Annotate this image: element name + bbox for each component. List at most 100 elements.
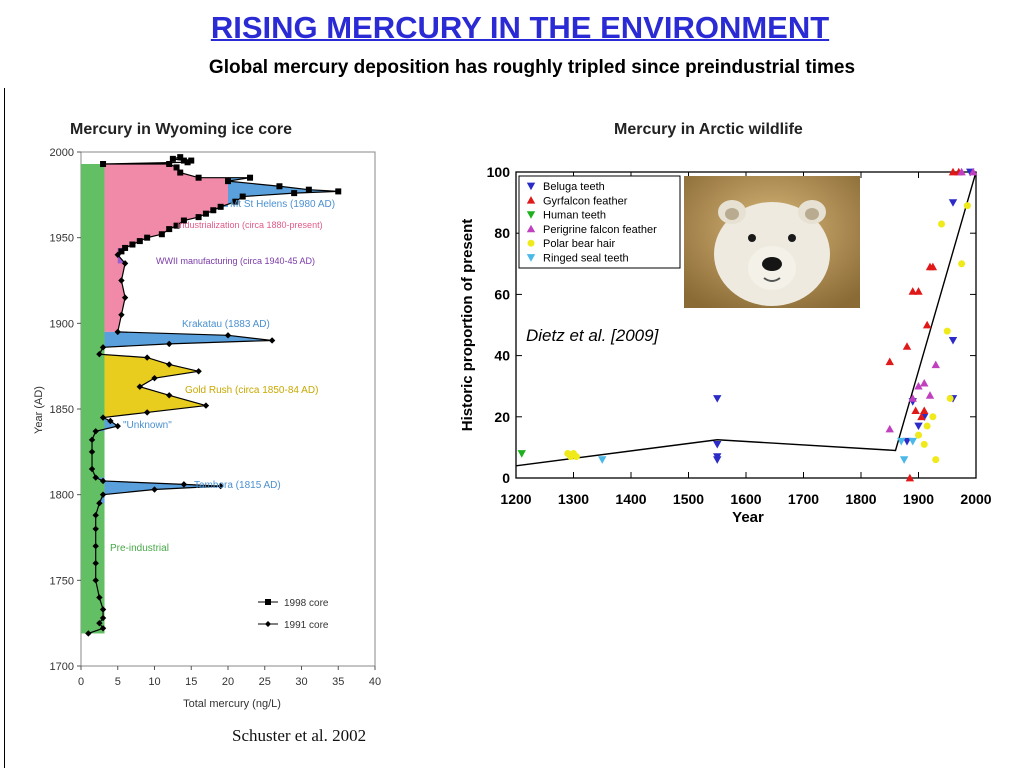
event-label: WWII manufacturing (circa 1940-45 AD) (156, 256, 315, 266)
unknown-area (95, 417, 118, 432)
ice-core-point-1991 (118, 277, 125, 284)
point-perigrine-falcon-feather (931, 360, 940, 369)
ice-core-point-1991 (92, 428, 99, 435)
point-human-teeth (517, 450, 526, 458)
legend-marker-1998 (265, 599, 271, 605)
ice-core-point-1991 (118, 311, 125, 318)
ice-core-point-1991 (92, 512, 99, 519)
event-label: "Unknown" (123, 420, 172, 431)
legend-label: Beluga teeth (543, 181, 605, 193)
point-perigrine-falcon-feather (885, 424, 894, 433)
ice-core-point-1991 (96, 619, 103, 627)
x-tick-label: 1800 (845, 491, 876, 507)
point-gyrfalcon-feather (948, 167, 958, 176)
x-tick-label: 1500 (673, 491, 704, 507)
arctic-trend-line (515, 171, 977, 467)
ice-core-point-1998 (166, 160, 173, 167)
legend-marker (526, 211, 536, 219)
ice-core-point-1998 (144, 234, 151, 241)
legend-marker (526, 182, 536, 191)
ice-core-point-1991 (121, 294, 129, 301)
event-label: Industrialization (circa 1880-present) (177, 220, 323, 230)
ice-core-point-1998 (195, 214, 202, 221)
ice-core-point-1998 (188, 157, 195, 164)
gold-rush-area (99, 354, 206, 418)
legend-label-1991: 1991 core (284, 620, 329, 631)
industrialization-area (103, 163, 339, 332)
ice-core-point-1991 (99, 477, 107, 485)
ice-core-point-1991 (96, 500, 103, 507)
ice-core-point-1991 (92, 542, 99, 550)
ice-core-xlabel: Total mercury (ng/L) (183, 698, 281, 710)
legend-label: Polar bear hair (543, 238, 615, 250)
ice-core-point-1998 (305, 186, 312, 193)
ice-core-point-1991 (88, 465, 96, 473)
event-label: Gold Rush (circa 1850-84 AD) (185, 385, 318, 396)
point-gyrfalcon-feather (928, 262, 938, 271)
ice-core-point-1991 (92, 560, 99, 567)
point-perigrine-falcon-feather (908, 394, 917, 402)
event-label: Krakatau (1883 AD) (182, 319, 270, 330)
ice-core-point-1998 (100, 160, 107, 167)
ice-core-point-1991 (121, 260, 129, 267)
point-gyrfalcon-feather (911, 406, 920, 415)
ice-core-point-1998 (177, 169, 184, 176)
ice-core-point-1991 (99, 344, 107, 351)
ice-core-point-1991 (195, 368, 202, 375)
ice-core-point-1991 (202, 402, 210, 409)
x-tick-label: 10 (148, 676, 160, 688)
point-polar-bear-hair (946, 394, 954, 402)
ice-core-point-1991 (114, 422, 121, 430)
left-chart-citation: Schuster et al. 2002 (232, 726, 367, 745)
pre-industrial-band (81, 163, 105, 634)
legend-label: Perigrine falcon feather (543, 224, 657, 236)
ice-core-point-1991 (96, 350, 103, 358)
y-tick-label: 1800 (50, 490, 74, 502)
ice-core-point-1998 (158, 231, 165, 238)
y-tick-label: 1750 (50, 575, 74, 587)
point-ringed-seal-teeth (899, 456, 909, 464)
ice-core-ylabel: Year (AD) (33, 386, 45, 434)
ice-core-title: Mercury in Wyoming ice core (70, 121, 292, 138)
point-beluga-teeth (914, 422, 923, 431)
point-gyrfalcon-feather (902, 342, 912, 350)
point-polar-bear-hair (958, 260, 966, 268)
point-ringed-seal-teeth (598, 456, 607, 464)
ice-core-point-1998 (247, 174, 254, 181)
ice-core-point-1991 (99, 614, 107, 622)
ice-core-point-1998 (129, 241, 136, 248)
arctic-ylabel: Historic proportion of present (459, 219, 476, 432)
legend-marker (527, 239, 535, 247)
point-perigrine-falcon-feather (914, 382, 923, 390)
ice-core-point-1991 (180, 481, 188, 488)
y-tick-label: 20 (494, 409, 510, 425)
point-polar-bear-hair (923, 422, 931, 430)
legend-label: Ringed seal teeth (543, 253, 629, 265)
point-polar-bear-hair (943, 327, 951, 335)
legend-label-1998: 1998 core (284, 598, 329, 609)
ice-core-point-1991 (166, 392, 173, 399)
tambora-area (95, 477, 221, 504)
ice-core-point-1998 (184, 159, 191, 166)
ice-core-point-1998 (335, 188, 342, 195)
ice-core-point-1991 (143, 354, 151, 361)
ice-core-point-1991 (85, 630, 92, 637)
point-perigrine-falcon-feather (920, 378, 929, 387)
y-tick-label: 1700 (50, 661, 74, 673)
x-tick-label: 25 (259, 676, 271, 688)
ice-core-point-1998 (166, 226, 173, 233)
ice-core-point-1991 (224, 332, 232, 339)
point-beluga-teeth (948, 336, 958, 345)
ice-core-point-1998 (180, 157, 187, 164)
ice-core-point-1998 (225, 178, 231, 185)
ice-core-point-1998 (202, 210, 209, 217)
point-polar-bear-hair (932, 456, 940, 464)
y-tick-label: 1900 (50, 318, 74, 330)
point-gyrfalcon-feather (920, 406, 929, 415)
ice-core-point-1991 (143, 409, 151, 416)
point-ringed-seal-teeth (908, 437, 917, 446)
point-perigrine-falcon-feather (957, 167, 966, 176)
point-polar-bear-hair (915, 431, 922, 439)
ice-core-point-1991 (92, 577, 99, 584)
point-perigrine-falcon-feather (968, 167, 978, 176)
